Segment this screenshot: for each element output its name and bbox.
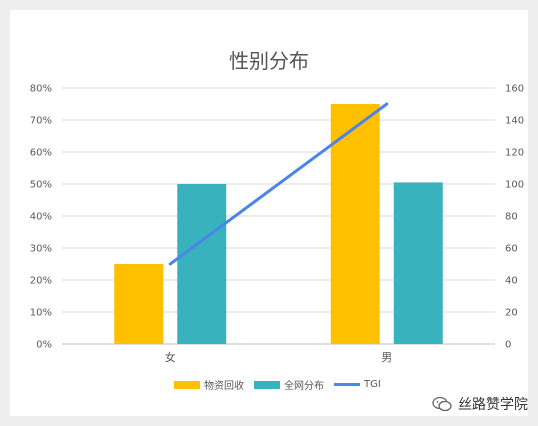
tgi-line <box>168 102 389 266</box>
legend-swatch-recycle <box>174 380 200 389</box>
right-tick-label: 0 <box>505 340 511 351</box>
left-tick-label: 0% <box>36 340 52 351</box>
category-label: 女 <box>165 350 176 364</box>
legend: 物资回收 全网分布 TGI <box>174 377 381 392</box>
legend-swatch-network <box>254 380 280 389</box>
left-tick-label: 80% <box>30 84 52 95</box>
bar-network-0 <box>177 184 227 344</box>
tgi-line-layer <box>168 102 389 266</box>
legend-label-network: 全网分布 <box>284 381 324 392</box>
bar-recycle-1 <box>330 104 380 344</box>
chart-title: 性别分布 <box>229 49 309 73</box>
legend-item-network: 全网分布 <box>254 377 324 392</box>
right-tick-label: 80 <box>505 212 518 223</box>
right-tick-label: 20 <box>505 308 518 319</box>
right-tick-label: 100 <box>505 180 524 191</box>
right-tick-label: 60 <box>505 244 518 255</box>
left-tick-label: 70% <box>30 116 52 127</box>
left-tick-label: 60% <box>30 148 52 159</box>
legend-item-recycle: 物资回收 <box>174 377 244 392</box>
watermark-text: 丝路赞学院 <box>458 397 528 413</box>
watermark: 丝路赞学院 <box>432 394 528 414</box>
legend-label-recycle: 物资回收 <box>204 381 244 392</box>
right-tick-label: 120 <box>505 148 524 159</box>
left-axis-ticks: 0% 10% 20% 30% 40% 50% 60% 70% 80% <box>30 84 52 351</box>
left-tick-label: 20% <box>30 276 52 287</box>
left-tick-label: 40% <box>30 212 52 223</box>
left-tick-label: 10% <box>30 308 52 319</box>
left-tick-label: 50% <box>30 180 52 191</box>
category-labels: 女男 <box>165 350 393 364</box>
legend-swatch-tgi <box>334 383 360 386</box>
right-tick-label: 40 <box>505 276 518 287</box>
bar-recycle-0 <box>114 264 164 344</box>
legend-label-tgi: TGI <box>364 379 381 390</box>
right-tick-label: 160 <box>505 84 524 95</box>
left-tick-label: 30% <box>30 244 52 255</box>
right-tick-label: 140 <box>505 116 524 127</box>
category-label: 男 <box>381 351 392 364</box>
wechat-icon <box>432 396 452 412</box>
legend-item-tgi: TGI <box>334 379 381 390</box>
bar-network-1 <box>393 182 443 344</box>
bars <box>114 104 443 344</box>
right-axis-ticks: 0 20 40 60 80 100 120 140 160 <box>505 84 524 351</box>
